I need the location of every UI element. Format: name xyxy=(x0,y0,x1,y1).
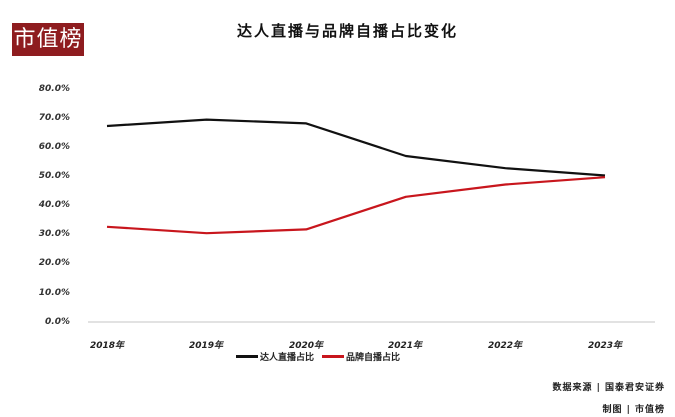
legend: 达人直播占比 品牌自播占比 xyxy=(236,350,400,363)
x-tick: 2022年 xyxy=(487,341,523,351)
y-tick: 20.0% xyxy=(38,258,70,268)
data-source-note: 数据来源 | 国泰君安证券 xyxy=(552,383,665,393)
y-tick: 10.0% xyxy=(38,288,70,298)
series-line-brand-self-live xyxy=(106,176,606,235)
series-line-influencer-live xyxy=(106,118,606,177)
y-tick: 40.0% xyxy=(38,200,70,210)
made-by-note: 制图 | 市值榜 xyxy=(602,405,665,415)
legend-label: 品牌自播占比 xyxy=(346,353,401,363)
y-tick: 50.0% xyxy=(38,171,70,181)
x-tick: 2020年 xyxy=(288,341,324,351)
legend-label: 达人直播占比 xyxy=(260,353,315,363)
legend-item-brand-self-live: 品牌自播占比 xyxy=(322,350,400,363)
x-tick: 2023年 xyxy=(587,341,623,351)
x-tick: 2021年 xyxy=(387,341,423,351)
y-tick: 0.0% xyxy=(45,317,70,327)
y-tick: 60.0% xyxy=(38,142,70,152)
chart-title: 达人直播与品牌自播占比变化 xyxy=(236,22,458,40)
legend-swatch-black xyxy=(236,355,258,358)
x-tick: 2018年 xyxy=(89,341,125,351)
logo: 市值榜 xyxy=(12,23,84,56)
y-tick: 70.0% xyxy=(38,113,70,123)
x-tick: 2019年 xyxy=(188,341,224,351)
legend-swatch-red xyxy=(322,355,345,358)
legend-item-influencer-live: 达人直播占比 xyxy=(236,350,314,363)
y-tick: 80.0% xyxy=(38,84,70,94)
y-tick: 30.0% xyxy=(38,229,70,239)
